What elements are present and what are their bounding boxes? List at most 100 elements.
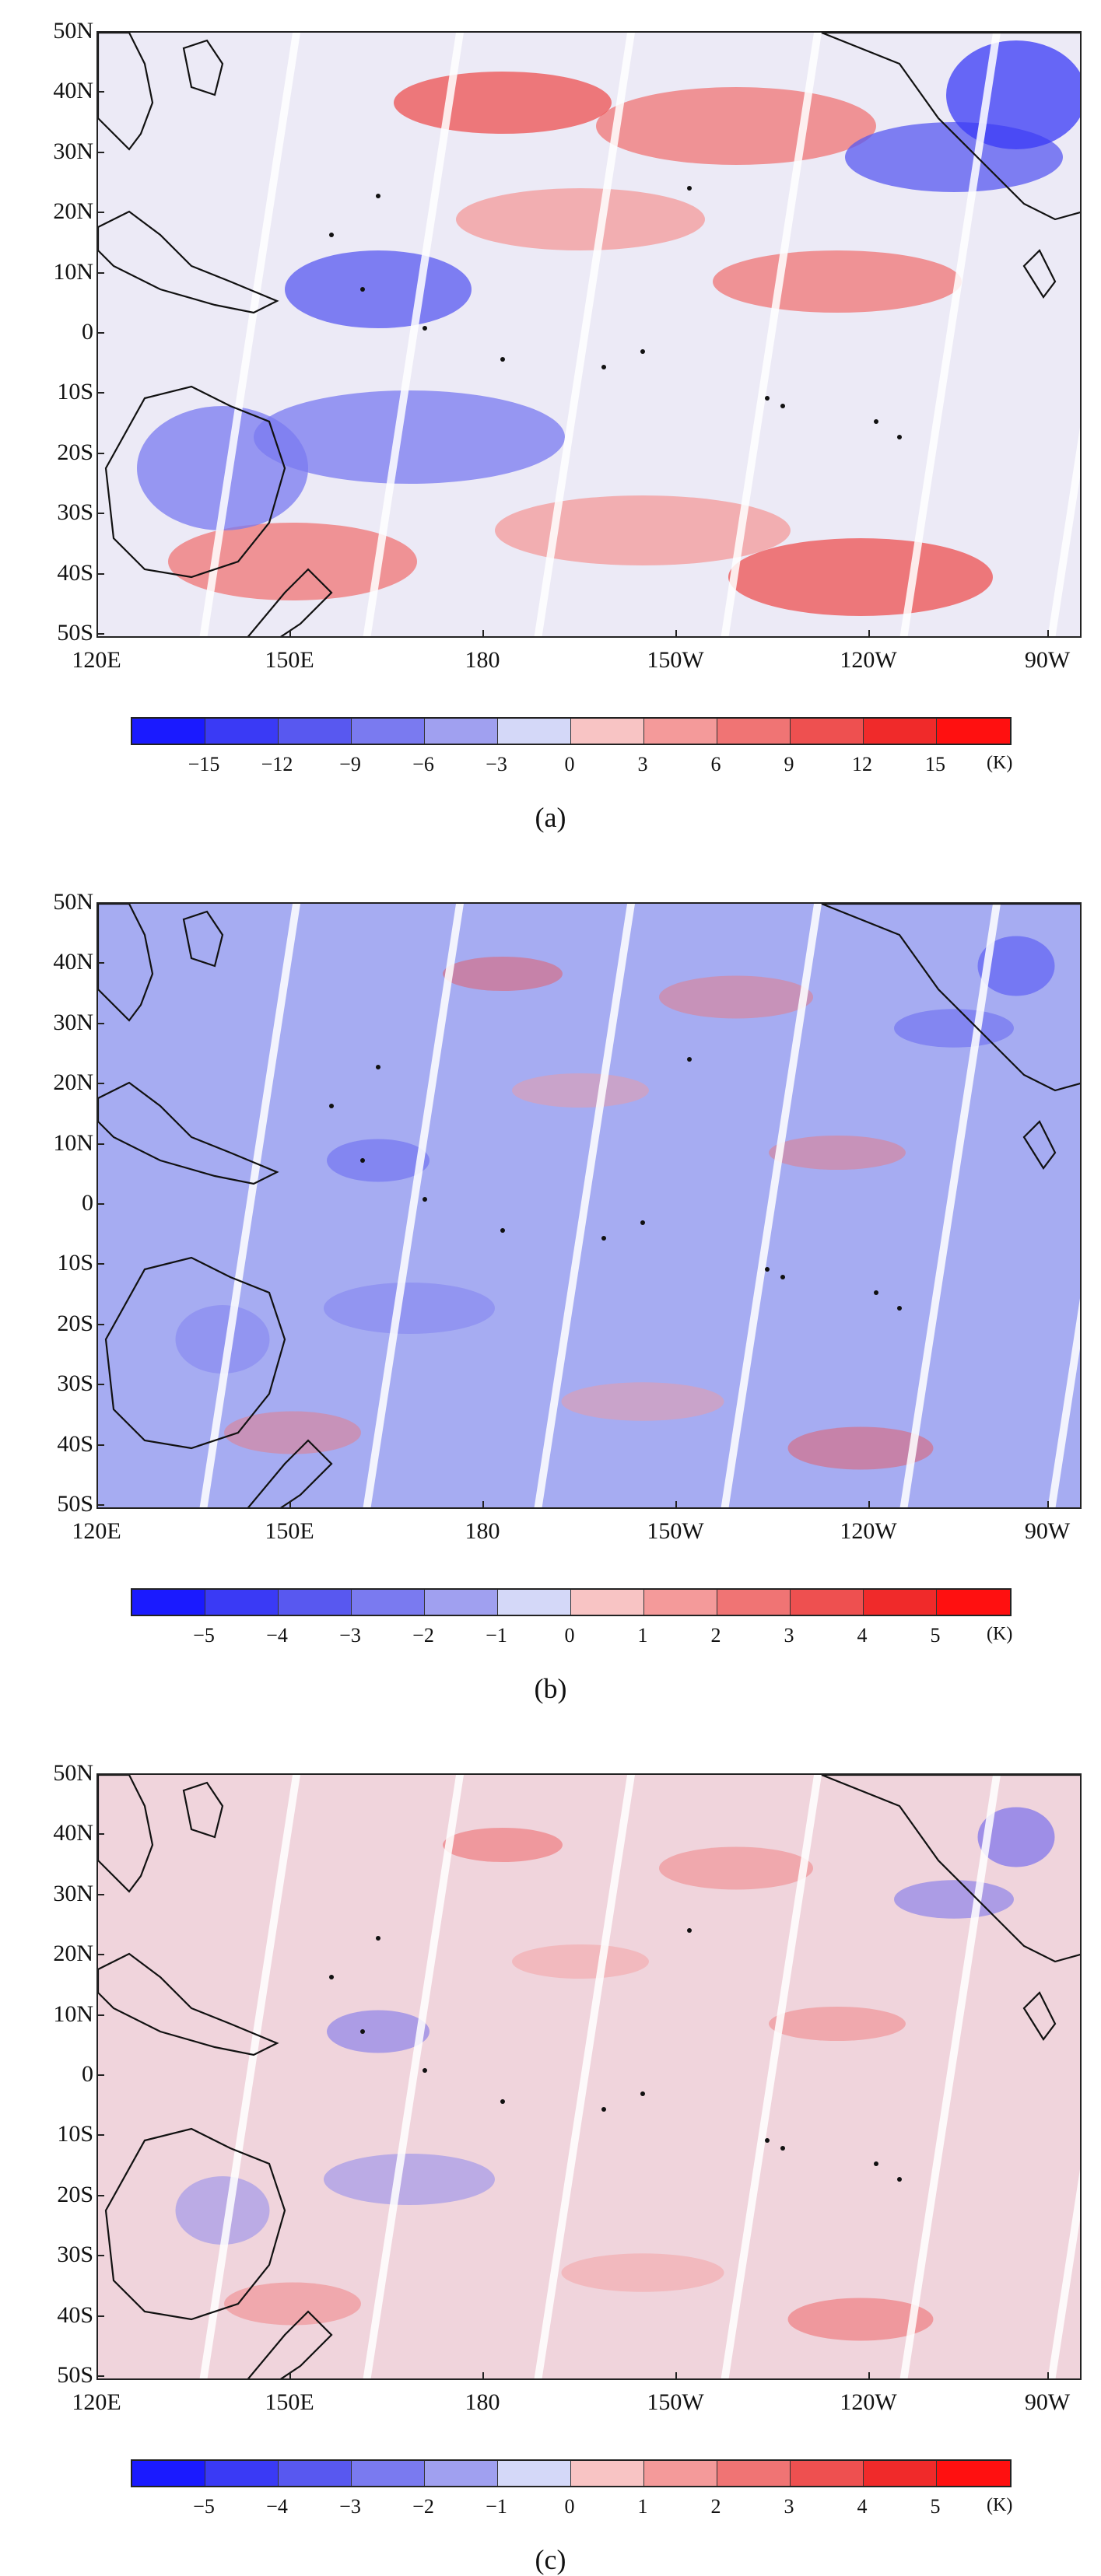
colorbar-b [131, 1588, 1012, 1616]
colorbar-swatch [571, 719, 644, 744]
colorbar-swatch [864, 2461, 937, 2486]
lat-tick-label: 40S [57, 560, 93, 586]
colorbar-c [131, 2459, 1012, 2487]
lat-tick-mark [96, 1833, 104, 1835]
lon-tick-mark [675, 2372, 677, 2380]
swath-gap [363, 33, 464, 636]
lat-tick-mark [96, 573, 104, 575]
colorbar-tick-label: −3 [339, 1624, 361, 1647]
colorbar-tick-label: −2 [412, 2495, 434, 2518]
lat-tick-label: 20N [53, 198, 93, 224]
colorbar-tick-label: −4 [266, 2495, 288, 2518]
island-marker [329, 1104, 334, 1108]
lat-tick-mark [96, 1444, 104, 1446]
coastline [98, 1081, 279, 1185]
anomaly-patch [175, 2176, 270, 2245]
anomaly-patch [456, 188, 705, 250]
anomaly-patch [224, 1411, 361, 1454]
island-marker [601, 365, 606, 369]
island-marker [376, 194, 380, 198]
lon-tick-mark [289, 2372, 291, 2380]
lon-tick-label: 90W [1024, 1518, 1071, 1544]
island-marker [765, 2138, 770, 2143]
lat-tick-label: 20S [57, 1311, 93, 1336]
colorbar-unit-label: (K) [987, 1624, 1013, 1644]
colorbar-swatch [864, 1590, 937, 1615]
anomaly-patch [769, 2007, 906, 2041]
colorbar-tick-label: 4 [857, 1624, 868, 1647]
swath-gap [899, 904, 1001, 1507]
colorbar-swatch [498, 2461, 571, 2486]
colorbar-tick-label: −12 [261, 753, 293, 775]
lon-tick-label: 120W [840, 2389, 897, 2415]
lat-tick-label: 20N [53, 1941, 93, 1966]
island-marker [423, 326, 427, 331]
lat-tick-label: 30N [53, 1010, 93, 1035]
island-marker [874, 419, 878, 424]
lat-tick-mark [96, 902, 104, 904]
anomaly-patch [894, 1009, 1014, 1048]
anomaly-patch [327, 2010, 430, 2053]
anomaly-patch [168, 523, 417, 600]
colorbar-tick-label: 5 [930, 2495, 941, 2518]
lat-tick-label: 30S [57, 499, 93, 525]
caption-b: (b) [534, 1673, 567, 1704]
colorbar-swatch [279, 2461, 352, 2486]
lat-tick-label: 30S [57, 1370, 93, 1396]
lat-tick-label: 10S [57, 379, 93, 404]
lat-tick-mark [96, 1083, 104, 1084]
island-marker [376, 1065, 380, 1069]
colorbar-swatch [132, 1590, 205, 1615]
colorbar-swatch [937, 2461, 1010, 2486]
lon-tick-label: 120E [72, 1518, 121, 1544]
anomaly-patch [443, 957, 563, 991]
lat-tick-mark [96, 1143, 104, 1145]
lat-tick-mark [96, 1773, 104, 1775]
colorbar-tick-label: 9 [784, 753, 794, 775]
lon-tick-label: 90W [1024, 2389, 1071, 2415]
coastline [98, 33, 154, 151]
anomaly-patch [512, 1944, 649, 1979]
colorbar-a [131, 717, 1012, 745]
anomaly-patch [324, 2154, 495, 2205]
colorbar-unit-label: (K) [987, 753, 1013, 773]
colorbar-swatch [352, 1590, 425, 1615]
anomaly-patch [324, 1283, 495, 1334]
lon-tick-label: 120W [840, 1518, 897, 1544]
lat-tick-mark [96, 1894, 104, 1895]
anomaly-patch [977, 1807, 1055, 1867]
colorbar-swatch [425, 719, 498, 744]
colorbar-tick-label: 0 [564, 753, 575, 775]
colorbar-tick-label: 3 [637, 753, 648, 775]
colorbar-tick-label: 5 [930, 1624, 941, 1647]
anomaly-patch [946, 40, 1080, 149]
island-marker [601, 1236, 606, 1241]
lon-tick-label: 150E [265, 1518, 314, 1544]
colorbar-tick-label: −1 [486, 2495, 507, 2518]
lon-tick-mark [482, 1501, 484, 1509]
island-marker [640, 1220, 645, 1225]
lat-tick-mark [96, 1023, 104, 1024]
lon-tick-label: 180 [465, 1518, 500, 1544]
swath-gap [1047, 427, 1080, 636]
colorbar-swatch [425, 2461, 498, 2486]
colorbar-swatch [205, 719, 279, 744]
lat-tick-mark [96, 2375, 104, 2377]
island-marker [423, 2068, 427, 2073]
colorbar-tick-label: −5 [193, 1624, 215, 1647]
colorbar-swatch [644, 1590, 717, 1615]
lat-tick-label: 0 [82, 319, 93, 345]
lon-tick-mark [868, 2372, 870, 2380]
island-marker [360, 287, 365, 292]
anomaly-patch [137, 406, 308, 530]
colorbar-tick-label: 3 [784, 2495, 794, 2518]
lon-tick-mark [868, 1501, 870, 1509]
colorbar-swatch [425, 1590, 498, 1615]
lon-tick-mark [96, 1501, 98, 1509]
anomaly-patch [443, 1828, 563, 1862]
swath-gap [363, 1775, 464, 2378]
colorbar-swatch [791, 1590, 864, 1615]
coastline [104, 385, 286, 579]
island-marker [640, 349, 645, 354]
colorbar-tick-label: −15 [188, 753, 220, 775]
